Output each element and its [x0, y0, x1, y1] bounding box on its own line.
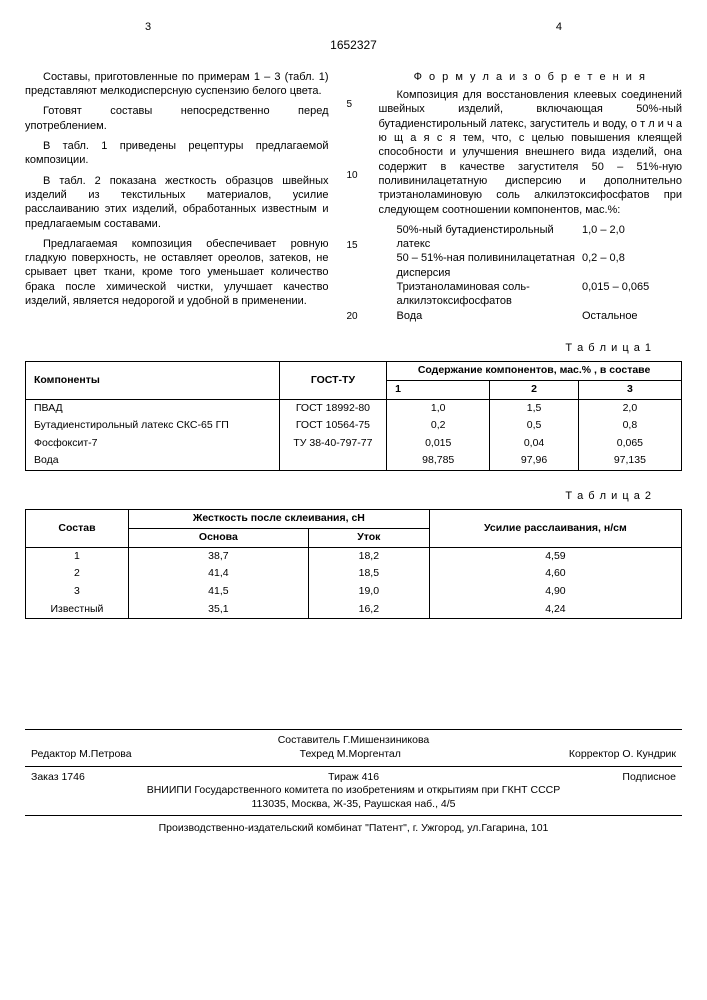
paragraph: Композиция для восстановления клеевых со…	[379, 88, 683, 217]
cell: 41,4	[128, 565, 308, 583]
line-number-gutter: 5 10 15 20	[347, 70, 361, 323]
paragraph: В табл. 1 приведены рецептуры предлагаем…	[25, 139, 329, 168]
cell: 41,5	[128, 583, 308, 601]
table-header: Жесткость после склеивания, сН	[128, 510, 429, 529]
table-2: Состав Жесткость после склеивания, сН Ус…	[25, 509, 682, 619]
formula-title: Ф о р м у л а и з о б р е т е н и я	[379, 70, 683, 84]
cell: ТУ 38-40-797-77	[279, 435, 386, 453]
cell: 18,2	[308, 547, 429, 565]
techred: Техред М.Моргентал	[300, 748, 401, 762]
line-number: 15	[347, 239, 361, 252]
cell: 98,785	[387, 452, 490, 470]
cell: 0,065	[578, 435, 681, 453]
cell: 0,8	[578, 417, 681, 435]
table-header: 2	[490, 380, 578, 399]
right-column: Ф о р м у л а и з о б р е т е н и я Комп…	[379, 70, 683, 323]
footer: Составитель Г.Мишензиникова Редактор М.П…	[25, 729, 682, 836]
left-column: Составы, приготовленные по примерам 1 – …	[25, 70, 329, 323]
comp-name: 50%-ный бутадиенстирольный латекс	[379, 223, 583, 252]
cell: Бутадиенстирольный латекс СКС-65 ГП	[26, 417, 280, 435]
subscription: Подписное	[622, 771, 676, 785]
compiler: Составитель Г.Мишензиникова	[25, 734, 682, 748]
comp-value: 1,0 – 2,0	[582, 223, 682, 252]
paragraph: Составы, приготовленные по примерам 1 – …	[25, 70, 329, 99]
cell: 97,135	[578, 452, 681, 470]
cell: 2	[26, 565, 129, 583]
table-header: 3	[578, 380, 681, 399]
paragraph: Готовят составы непосредственно перед уп…	[25, 104, 329, 133]
comp-value: 0,2 – 0,8	[582, 251, 682, 280]
producer: Производственно-издательский комбинат "П…	[25, 816, 682, 836]
table-row: 1 38,7 18,2 4,59	[26, 547, 682, 565]
cell: 1,5	[490, 399, 578, 417]
organization: ВНИИПИ Государственного комитета по изоб…	[25, 784, 682, 798]
table-row: Известный 35,1 16,2 4,24	[26, 601, 682, 619]
cell	[279, 452, 386, 470]
cell: 1	[26, 547, 129, 565]
cell: Известный	[26, 601, 129, 619]
table-header: Компоненты	[26, 362, 280, 399]
table-row: Фосфоксит-7 ТУ 38-40-797-77 0,015 0,04 0…	[26, 435, 682, 453]
table-header: ГОСТ-ТУ	[279, 362, 386, 399]
cell: 4,24	[429, 601, 681, 619]
cell: 19,0	[308, 583, 429, 601]
line-number: 20	[347, 310, 361, 323]
document-number: 1652327	[25, 38, 682, 54]
cell: 4,60	[429, 565, 681, 583]
cell: ПВАД	[26, 399, 280, 417]
table-1: Компоненты ГОСТ-ТУ Содержание компоненто…	[25, 361, 682, 471]
table-row: Вода 98,785 97,96 97,135	[26, 452, 682, 470]
cell: 0,04	[490, 435, 578, 453]
paragraph: Предлагаемая композиция обеспечивает ров…	[25, 237, 329, 308]
line-number: 5	[347, 98, 361, 111]
table-row: ПВАД ГОСТ 18992-80 1,0 1,5 2,0	[26, 399, 682, 417]
comp-value: 0,015 – 0,065	[582, 280, 682, 309]
cell: 16,2	[308, 601, 429, 619]
tirazh: Тираж 416	[328, 771, 379, 785]
table-row: 3 41,5 19,0 4,90	[26, 583, 682, 601]
comp-value: Остальное	[582, 309, 682, 323]
comp-name: Вода	[379, 309, 583, 323]
cell: 97,96	[490, 452, 578, 470]
cell: 0,2	[387, 417, 490, 435]
table-row: Бутадиенстирольный латекс СКС-65 ГП ГОСТ…	[26, 417, 682, 435]
page-number-left: 3	[145, 20, 151, 34]
cell: 3	[26, 583, 129, 601]
table-header: Основа	[128, 529, 308, 548]
page-number-right: 4	[556, 20, 562, 34]
line-number: 10	[347, 169, 361, 182]
table-header: Содержание компонентов, мас.% , в состав…	[387, 362, 682, 381]
cell: 38,7	[128, 547, 308, 565]
comp-name: 50 – 51%-ная поливинилацетатная дисперси…	[379, 251, 583, 280]
components-list: 50%-ный бутадиенстирольный латекс1,0 – 2…	[379, 223, 683, 323]
table-header: Состав	[26, 510, 129, 547]
cell: 35,1	[128, 601, 308, 619]
comp-name: Триэтаноламиновая соль-алкилэтоксифосфат…	[379, 280, 583, 309]
cell: ГОСТ 10564-75	[279, 417, 386, 435]
table-header: Уток	[308, 529, 429, 548]
editor: Редактор М.Петрова	[31, 748, 132, 762]
cell: 0,5	[490, 417, 578, 435]
corrector: Корректор О. Кундрик	[569, 748, 676, 762]
cell: 4,90	[429, 583, 681, 601]
cell: 4,59	[429, 547, 681, 565]
table1-label: Т а б л и ц а 1	[25, 341, 652, 355]
paragraph: В табл. 2 показана жесткость образцов шв…	[25, 174, 329, 231]
cell: 0,015	[387, 435, 490, 453]
cell: 1,0	[387, 399, 490, 417]
table2-label: Т а б л и ц а 2	[25, 489, 652, 503]
cell: ГОСТ 18992-80	[279, 399, 386, 417]
address: 113035, Москва, Ж-35, Раушская наб., 4/5	[25, 798, 682, 812]
table-row: 2 41,4 18,5 4,60	[26, 565, 682, 583]
cell: 2,0	[578, 399, 681, 417]
table-header: 1	[387, 380, 490, 399]
cell: Фосфоксит-7	[26, 435, 280, 453]
order-number: Заказ 1746	[31, 771, 85, 785]
table-header: Усилие расслаивания, н/см	[429, 510, 681, 547]
cell: Вода	[26, 452, 280, 470]
cell: 18,5	[308, 565, 429, 583]
